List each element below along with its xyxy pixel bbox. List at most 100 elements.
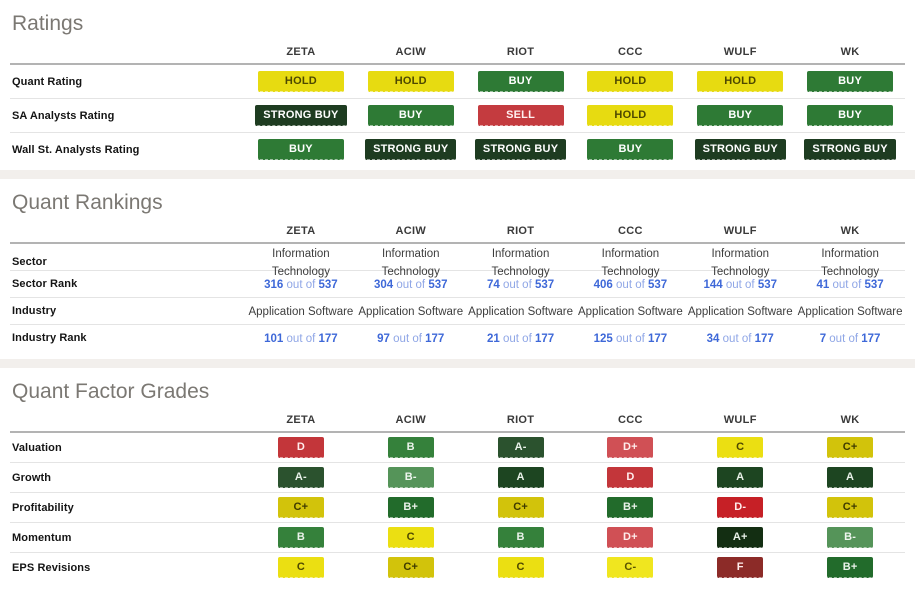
ticker-header-spacer [10, 46, 246, 52]
rank-total: 537 [428, 279, 447, 291]
grade-badge[interactable]: B [388, 437, 434, 458]
rating-badge[interactable]: BUY [478, 71, 564, 92]
grade-badge[interactable]: C [278, 557, 324, 578]
grade-badge[interactable]: A- [498, 437, 544, 458]
table-cell: 316 out of 537 [246, 275, 356, 293]
rating-badge[interactable]: BUY [807, 105, 893, 126]
grade-badge[interactable]: F [717, 557, 763, 578]
table-cell: 97 out of 177 [356, 329, 466, 347]
grade-badge[interactable]: D+ [607, 527, 653, 548]
table-cell: A [685, 467, 795, 488]
grade-badge[interactable]: B+ [827, 557, 873, 578]
grade-badge[interactable]: B [278, 527, 324, 548]
rank-link[interactable]: 406 out of 537 [594, 279, 668, 291]
rating-badge[interactable]: BUY [258, 139, 344, 160]
grade-badge[interactable]: C+ [827, 497, 873, 518]
grade-badge[interactable]: C+ [278, 497, 324, 518]
table-cell: 74 out of 537 [466, 275, 576, 293]
ticker-header-row: ZETAACIWRIOTCCCWULFWK [10, 40, 905, 65]
ticker-wk: WK [795, 40, 905, 58]
ticker-ccc: CCC [576, 408, 686, 426]
rating-badge[interactable]: BUY [807, 71, 893, 92]
row-label: EPS Revisions [10, 562, 246, 574]
rank-value: 34 [707, 333, 720, 345]
rating-badge[interactable]: STRONG BUY [695, 139, 786, 160]
rank-link[interactable]: 97 out of 177 [377, 333, 444, 345]
cell-text: Application Software [578, 306, 683, 318]
rating-badge[interactable]: STRONG BUY [804, 139, 895, 160]
rank-value: 101 [264, 333, 283, 345]
rank-link[interactable]: 74 out of 537 [487, 279, 554, 291]
grade-badge[interactable]: D+ [607, 437, 653, 458]
row-label: SA Analysts Rating [10, 110, 246, 122]
row-label: Growth [10, 472, 246, 484]
table-row: SA Analysts Rating STRONG BUY BUY SELL HOLD B… [10, 98, 905, 132]
rating-badge[interactable]: HOLD [587, 71, 673, 92]
rank-link[interactable]: 21 out of 177 [487, 333, 554, 345]
grade-badge[interactable]: A+ [717, 527, 763, 548]
row-label: Profitability [10, 502, 246, 514]
grade-badge[interactable]: D- [717, 497, 763, 518]
grade-badge[interactable]: C+ [498, 497, 544, 518]
rank-link[interactable]: 144 out of 537 [703, 279, 777, 291]
table-row: Growth A- B- A D A A [10, 462, 905, 492]
grade-badge[interactable]: B+ [607, 497, 653, 518]
table-cell: B+ [356, 497, 466, 518]
rank-value: 21 [487, 333, 500, 345]
grade-badge[interactable]: C [388, 527, 434, 548]
table-cell: Application Software [576, 302, 686, 320]
rating-badge[interactable]: BUY [587, 139, 673, 160]
ratings-table: Quant RatingHOLDHOLDBUYHOLDHOLDBUYSA Ana… [10, 65, 905, 166]
rating-badge[interactable]: STRONG BUY [365, 139, 456, 160]
table-cell: C- [576, 557, 686, 578]
rating-badge[interactable]: BUY [697, 105, 783, 126]
rating-badge[interactable]: SELL [478, 105, 564, 126]
grade-badge[interactable]: A [717, 467, 763, 488]
table-cell: SELL [466, 105, 576, 126]
cell-text: Application Software [358, 306, 463, 318]
rating-badge[interactable]: HOLD [368, 71, 454, 92]
ticker-aciw: ACIW [356, 40, 466, 58]
rank-link[interactable]: 125 out of 177 [594, 333, 668, 345]
table-cell: HOLD [576, 105, 686, 126]
rating-badge[interactable]: HOLD [697, 71, 783, 92]
grade-badge[interactable]: B- [388, 467, 434, 488]
grade-badge[interactable]: C [717, 437, 763, 458]
grade-badge[interactable]: A [827, 467, 873, 488]
rank-link[interactable]: 41 out of 537 [817, 279, 884, 291]
grade-badge[interactable]: D [278, 437, 324, 458]
grade-badge[interactable]: B+ [388, 497, 434, 518]
section-quant-rankings: Quant Rankings ZETAACIWRIOTCCCWULFWK Sec… [0, 191, 915, 351]
rank-link[interactable]: 316 out of 537 [264, 279, 338, 291]
grade-badge[interactable]: C [498, 557, 544, 578]
row-label: Sector [10, 256, 246, 268]
grade-badge[interactable]: A- [278, 467, 324, 488]
rank-link[interactable]: 101 out of 177 [264, 333, 338, 345]
rank-separator: out of [723, 279, 758, 291]
table-cell: D- [685, 497, 795, 518]
rating-badge[interactable]: HOLD [258, 71, 344, 92]
table-cell: C [246, 557, 356, 578]
grade-badge[interactable]: B- [827, 527, 873, 548]
rank-link[interactable]: 7 out of 177 [820, 333, 881, 345]
grade-badge[interactable]: C+ [827, 437, 873, 458]
grade-badge[interactable]: A [498, 467, 544, 488]
table-cell: C+ [795, 497, 905, 518]
table-cell: STRONG BUY [356, 139, 466, 160]
grade-badge[interactable]: C+ [388, 557, 434, 578]
grade-badge[interactable]: D [607, 467, 653, 488]
rating-badge[interactable]: BUY [368, 105, 454, 126]
grade-badge[interactable]: B [498, 527, 544, 548]
table-cell: 406 out of 537 [576, 275, 686, 293]
rating-badge[interactable]: HOLD [587, 105, 673, 126]
table-cell: B [466, 527, 576, 548]
ticker-riot: RIOT [466, 408, 576, 426]
grade-badge[interactable]: C- [607, 557, 653, 578]
table-cell: B [356, 437, 466, 458]
table-row: Profitability C+ B+ C+ B+ D- C+ [10, 492, 905, 522]
rank-link[interactable]: 34 out of 177 [707, 333, 774, 345]
rank-link[interactable]: 304 out of 537 [374, 279, 448, 291]
table-cell: BUY [576, 139, 686, 160]
rating-badge[interactable]: STRONG BUY [475, 139, 566, 160]
rating-badge[interactable]: STRONG BUY [255, 105, 346, 126]
